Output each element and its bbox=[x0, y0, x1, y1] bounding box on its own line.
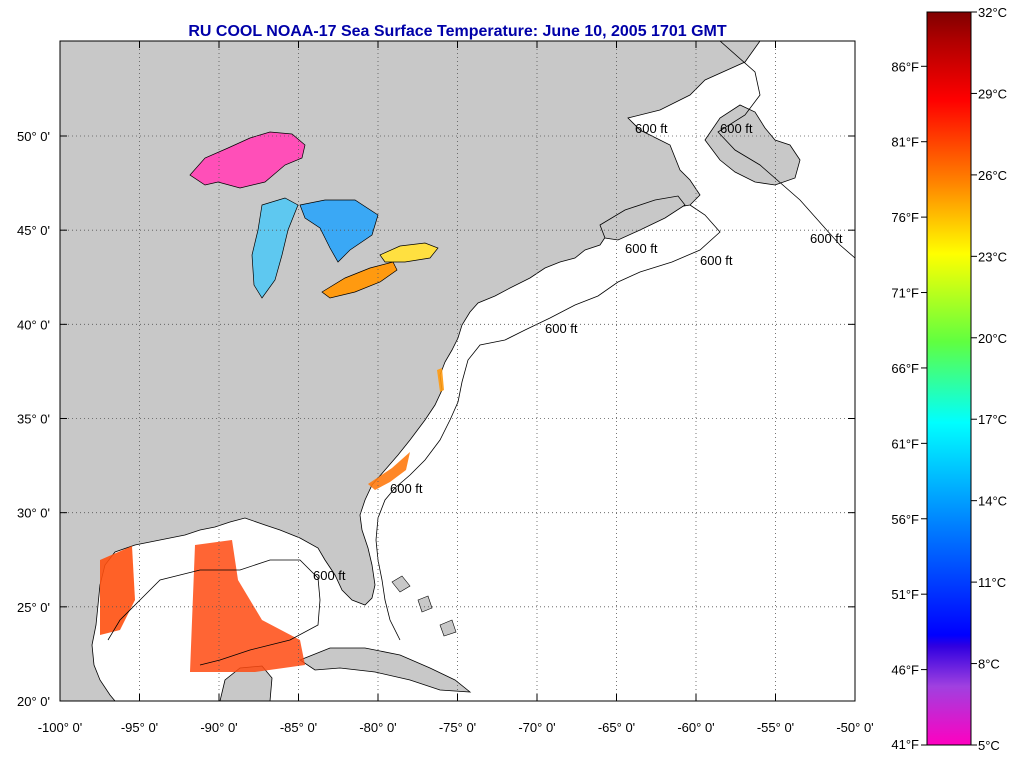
fahrenheit-label: 56°F bbox=[891, 512, 919, 527]
600ft-depth-contour bbox=[107, 41, 855, 666]
fahrenheit-label: 41°F bbox=[891, 737, 919, 752]
lake-erie bbox=[321, 261, 398, 299]
fahrenheit-label: 51°F bbox=[891, 587, 919, 602]
fahrenheit-label: 71°F bbox=[891, 286, 919, 301]
celsius-label: 17°C bbox=[978, 412, 1007, 427]
lon-tick-label: -100° 0' bbox=[38, 720, 83, 735]
lat-tick-label: 40° 0' bbox=[17, 317, 50, 332]
celsius-label: 26°C bbox=[978, 168, 1007, 183]
lon-tick-label: -55° 0' bbox=[757, 720, 794, 735]
fahrenheit-label: 66°F bbox=[891, 361, 919, 376]
lat-tick-label: 35° 0' bbox=[17, 412, 50, 427]
map-frame bbox=[59, 40, 856, 702]
lon-tick-label: -70° 0' bbox=[518, 720, 555, 735]
contour-labels: 600 ft 600 ft 600 ft 600 ft 600 ft 600 ft 600 … bbox=[313, 121, 843, 583]
latitude-labels: 20° 0' 25° 0' 30° 0' 35° 0' 40° 0' 45° 0' 50° … bbox=[17, 129, 50, 709]
contour-label: 600 ft bbox=[720, 121, 753, 136]
lon-tick-label: -60° 0' bbox=[677, 720, 714, 735]
contour-label: 600 ft bbox=[635, 121, 668, 136]
sst-swath-carolina bbox=[368, 452, 410, 490]
lon-tick-label: -95° 0' bbox=[121, 720, 158, 735]
celsius-label: 8°C bbox=[978, 657, 1000, 672]
lake-michigan bbox=[251, 197, 299, 299]
contour-label: 600 ft bbox=[625, 241, 658, 256]
nova-scotia-land bbox=[599, 195, 686, 241]
celsius-label: 23°C bbox=[978, 249, 1007, 264]
fahrenheit-label: 61°F bbox=[891, 436, 919, 451]
colorbar-labels: 32°C 29°C 26°C 23°C 20°C 17°C 14°C 11°C 8°C 5°C 86… bbox=[891, 5, 1007, 753]
celsius-label: 20°C bbox=[978, 331, 1007, 346]
fahrenheit-label: 46°F bbox=[891, 663, 919, 678]
lat-tick-label: 25° 0' bbox=[17, 600, 50, 615]
lat-tick-label: 50° 0' bbox=[17, 129, 50, 144]
cuba-land bbox=[299, 647, 472, 693]
lon-tick-label: -80° 0' bbox=[359, 720, 396, 735]
fahrenheit-label: 76°F bbox=[891, 210, 919, 225]
celsius-label: 14°C bbox=[978, 494, 1007, 509]
contour-label: 600 ft bbox=[390, 481, 423, 496]
lat-tick-label: 20° 0' bbox=[17, 694, 50, 709]
sst-swath-chesapeake bbox=[437, 368, 444, 392]
fahrenheit-label: 86°F bbox=[891, 59, 919, 74]
longitude-labels: -100° 0' -95° 0' -90° 0' -85° 0' -80° 0' -75°… bbox=[38, 720, 874, 735]
lake-superior bbox=[189, 131, 306, 189]
lat-tick-label: 45° 0' bbox=[17, 223, 50, 238]
bahamas-islands bbox=[391, 575, 457, 637]
fahrenheit-label: 81°F bbox=[891, 135, 919, 150]
map-title: RU COOL NOAA-17 Sea Surface Temperature:… bbox=[188, 23, 727, 40]
lon-tick-label: -50° 0' bbox=[836, 720, 873, 735]
contour-label: 600 ft bbox=[545, 321, 578, 336]
colorbar bbox=[926, 11, 972, 746]
celsius-label: 32°C bbox=[978, 5, 1007, 20]
celsius-label: 29°C bbox=[978, 86, 1007, 101]
lon-tick-label: -85° 0' bbox=[280, 720, 317, 735]
lon-tick-label: -90° 0' bbox=[200, 720, 237, 735]
lake-huron bbox=[299, 199, 379, 263]
contour-label: 600 ft bbox=[810, 231, 843, 246]
lon-tick-label: -75° 0' bbox=[439, 720, 476, 735]
lat-tick-label: 30° 0' bbox=[17, 506, 50, 521]
celsius-label: 5°C bbox=[978, 738, 1000, 753]
lake-ontario bbox=[379, 242, 439, 263]
celsius-label: 11°C bbox=[978, 575, 1006, 590]
contour-label: 600 ft bbox=[313, 568, 346, 583]
lon-tick-label: -65° 0' bbox=[598, 720, 635, 735]
contour-label: 600 ft bbox=[700, 253, 733, 268]
sst-swath-texas-coast bbox=[100, 546, 135, 635]
